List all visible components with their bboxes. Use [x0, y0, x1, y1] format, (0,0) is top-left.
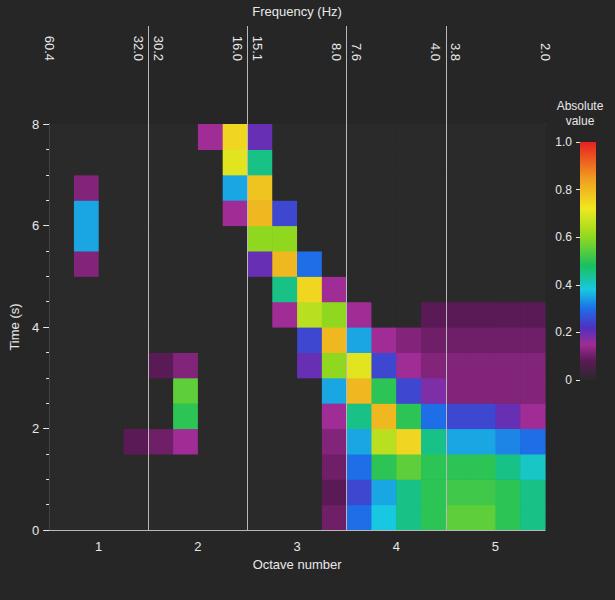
svg-text:4: 4: [32, 320, 39, 335]
svg-text:30.2: 30.2: [151, 36, 166, 61]
svg-text:0.4: 0.4: [555, 278, 572, 292]
svg-text:8.0: 8.0: [329, 43, 344, 61]
svg-text:Frequency (Hz): Frequency (Hz): [252, 4, 342, 19]
svg-text:0.2: 0.2: [555, 325, 572, 339]
svg-text:32.0: 32.0: [131, 36, 146, 61]
svg-text:0: 0: [565, 373, 572, 387]
svg-text:0.8: 0.8: [555, 183, 572, 197]
svg-text:3: 3: [293, 539, 300, 554]
svg-text:7.6: 7.6: [349, 43, 364, 61]
svg-text:value: value: [566, 114, 595, 128]
svg-text:2.0: 2.0: [538, 43, 553, 61]
svg-text:1.0: 1.0: [555, 135, 572, 149]
svg-text:0: 0: [32, 523, 39, 538]
svg-text:4.0: 4.0: [428, 43, 443, 61]
svg-text:2: 2: [32, 421, 39, 436]
svg-text:Octave number: Octave number: [253, 557, 343, 572]
svg-text:Absolute: Absolute: [557, 99, 604, 113]
svg-text:5: 5: [492, 539, 499, 554]
svg-text:15.1: 15.1: [250, 36, 265, 61]
svg-text:Time (s): Time (s): [7, 303, 22, 350]
svg-text:8: 8: [32, 117, 39, 132]
svg-text:6: 6: [32, 218, 39, 233]
svg-text:3.8: 3.8: [448, 43, 463, 61]
svg-text:2: 2: [194, 539, 201, 554]
svg-text:16.0: 16.0: [230, 36, 245, 61]
svg-text:4: 4: [393, 539, 400, 554]
svg-text:60.4: 60.4: [42, 36, 57, 61]
svg-text:0.6: 0.6: [555, 230, 572, 244]
svg-text:1: 1: [95, 539, 102, 554]
